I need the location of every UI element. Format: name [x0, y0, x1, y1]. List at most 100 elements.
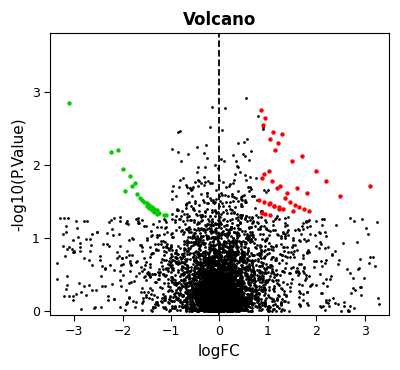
Point [216, 300, 223, 306]
Point [198, 293, 205, 299]
Point [177, 297, 183, 303]
Point [200, 269, 206, 275]
Point [211, 302, 218, 308]
Point [209, 272, 216, 278]
Point [215, 266, 222, 272]
Point [296, 227, 302, 233]
Point [305, 247, 311, 253]
Point [215, 306, 222, 312]
Point [206, 303, 213, 309]
Point [271, 271, 278, 277]
Point [276, 305, 282, 311]
Point [294, 185, 300, 191]
Point [224, 290, 230, 296]
Point [172, 260, 179, 266]
Point [204, 291, 211, 297]
Point [213, 299, 219, 305]
Point [87, 248, 94, 254]
Point [117, 277, 123, 283]
Point [239, 262, 246, 268]
Point [186, 213, 192, 219]
Point [183, 296, 189, 302]
Point [241, 280, 247, 286]
Point [207, 299, 213, 305]
Point [215, 297, 222, 303]
Point [212, 297, 218, 303]
Point [210, 285, 216, 291]
Point [212, 282, 218, 288]
Point [223, 184, 229, 190]
Point [165, 261, 171, 267]
Point [237, 296, 243, 302]
Point [161, 272, 168, 278]
Point [235, 298, 242, 304]
Point [219, 299, 226, 305]
Point [218, 259, 225, 265]
Point [216, 297, 222, 303]
Point [263, 189, 269, 195]
Point [208, 276, 214, 282]
Point [284, 299, 291, 305]
Point [220, 285, 226, 291]
Point [275, 206, 282, 212]
Point [210, 306, 216, 312]
Point [266, 168, 272, 174]
Point [203, 285, 209, 290]
Point [183, 205, 190, 211]
Point [206, 277, 212, 283]
Point [215, 293, 222, 299]
Point [187, 185, 193, 191]
Point [212, 304, 219, 310]
Point [212, 291, 218, 297]
Point [206, 292, 212, 297]
Point [194, 270, 200, 276]
Point [222, 231, 228, 237]
Point [135, 218, 141, 224]
Point [218, 276, 224, 282]
Point [126, 295, 132, 301]
Point [196, 202, 202, 208]
Point [262, 301, 268, 307]
Point [260, 283, 267, 289]
Point [196, 301, 202, 307]
Point [214, 303, 221, 309]
Point [226, 260, 232, 266]
Point [220, 300, 226, 306]
Point [233, 222, 240, 228]
Point [219, 303, 225, 309]
Point [227, 305, 233, 311]
Point [215, 286, 221, 292]
Point [254, 219, 261, 225]
Point [206, 278, 212, 284]
Point [206, 296, 213, 302]
Point [202, 272, 209, 278]
Point [216, 233, 222, 239]
Point [168, 242, 174, 248]
Point [232, 307, 238, 313]
Point [218, 300, 224, 306]
Point [264, 304, 271, 310]
Point [260, 288, 266, 294]
Point [204, 226, 210, 232]
Point [282, 220, 288, 226]
Point [191, 286, 197, 292]
Point [224, 299, 231, 305]
Point [210, 283, 216, 289]
Point [228, 226, 234, 232]
Point [224, 283, 230, 289]
Point [224, 244, 231, 250]
Point [180, 250, 187, 256]
Point [251, 280, 258, 286]
Point [170, 276, 176, 282]
Point [254, 298, 261, 304]
Point [215, 283, 221, 289]
Point [227, 293, 234, 299]
Point [300, 226, 306, 232]
Point [227, 295, 234, 300]
Point [159, 271, 166, 277]
Point [225, 290, 231, 296]
Point [237, 295, 244, 301]
Point [227, 243, 233, 249]
Point [211, 302, 218, 308]
Point [370, 255, 376, 260]
